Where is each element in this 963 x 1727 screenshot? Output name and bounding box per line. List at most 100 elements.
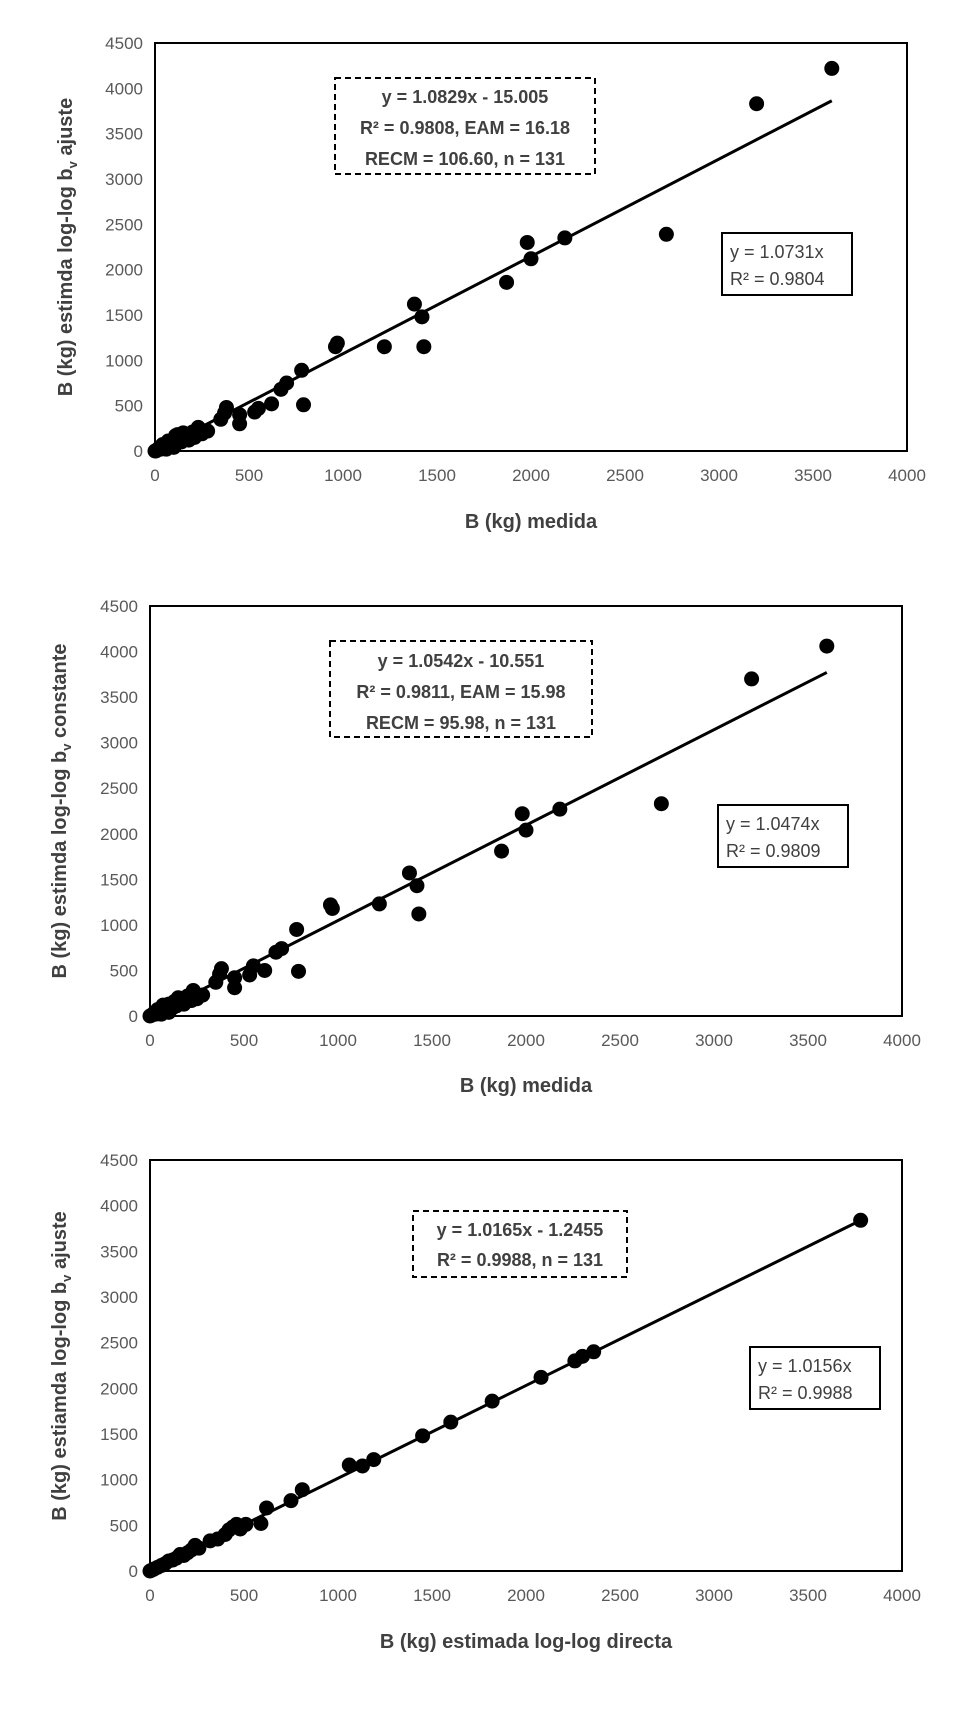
- x-tick-label: 0: [150, 466, 159, 485]
- data-point: [586, 1344, 602, 1360]
- data-point: [653, 796, 669, 812]
- plot-frame: [149, 1159, 903, 1572]
- data-point: [187, 986, 203, 1002]
- dashed-annotation-box: [412, 1210, 628, 1278]
- y-tick-label: 4500: [105, 34, 143, 53]
- data-point: [406, 296, 422, 312]
- data-point: [494, 843, 510, 859]
- y-tick-label: 3000: [100, 734, 138, 753]
- data-point: [354, 1458, 370, 1474]
- trendline: [154, 99, 833, 453]
- x-tick-label: 2500: [601, 1586, 639, 1605]
- x-tick-label: 2000: [512, 466, 550, 485]
- x-tick-label: 1500: [413, 1031, 451, 1050]
- scatter-chart-3: 0 500 1000 1500 2000 2500 3000 3500 4000 4500 0 50…: [49, 1151, 921, 1653]
- y-tick-label: 500: [110, 1516, 138, 1535]
- data-point: [567, 1353, 583, 1369]
- trendline-annotation-line: R² = 0.9804: [730, 269, 825, 289]
- y-tick-label: 2000: [105, 261, 143, 280]
- data-point: [744, 671, 760, 687]
- y-tick-label: 4500: [100, 1151, 138, 1170]
- data-point: [294, 362, 310, 378]
- y-tick-label: 2500: [100, 779, 138, 798]
- trendline-annotation-line: R² = 0.9988: [758, 1383, 853, 1403]
- data-point: [273, 381, 289, 397]
- data-point: [227, 970, 243, 986]
- y-tick-label: 0: [129, 1562, 138, 1581]
- regression-annotation-line: RECM = 106.60, n = 131: [365, 149, 565, 169]
- y-tick-label: 1000: [105, 351, 143, 370]
- x-tick-label: 3500: [789, 1031, 827, 1050]
- y-tick-label: 1000: [100, 1471, 138, 1490]
- data-point: [341, 1457, 357, 1473]
- data-point: [289, 921, 305, 937]
- x-tick-label: 1500: [413, 1586, 451, 1605]
- data-point: [523, 251, 539, 267]
- y-axis-label: B (kg) estimda log-log bv ajuste: [55, 98, 80, 396]
- data-point: [291, 963, 307, 979]
- data-point: [819, 638, 835, 654]
- data-point: [411, 906, 427, 922]
- x-tick-label: 2000: [507, 1031, 545, 1050]
- solid-annotation-box: [749, 1346, 881, 1410]
- regression-annotation-line: y = 1.0165x - 1.2455: [437, 1220, 604, 1240]
- data-point: [253, 1516, 269, 1532]
- x-tick-label: 1500: [418, 466, 456, 485]
- data-point: [415, 1428, 431, 1444]
- y-axis-label: B (kg) estiamda log-log bv ajuste: [49, 1211, 74, 1521]
- data-point: [853, 1212, 869, 1228]
- data-point: [170, 427, 186, 443]
- y-tick-label: 0: [129, 1007, 138, 1026]
- data-point: [518, 822, 534, 838]
- data-point: [401, 865, 417, 881]
- y-tick-label: 4000: [105, 79, 143, 98]
- y-tick-label: 500: [115, 397, 143, 416]
- regression-annotation-line: R² = 0.9811, EAM = 15.98: [356, 682, 565, 702]
- data-point: [519, 234, 535, 250]
- y-tick-label: 1000: [100, 916, 138, 935]
- x-axis-label: B (kg) estimada log-log directa: [380, 1631, 673, 1653]
- x-tick-label: 4000: [883, 1031, 921, 1050]
- x-tick-label: 0: [145, 1586, 154, 1605]
- data-point: [514, 806, 530, 822]
- trendline: [149, 671, 828, 1018]
- x-tick-label: 1000: [319, 1586, 357, 1605]
- data-point: [161, 1004, 177, 1020]
- y-tick-label: 4500: [100, 597, 138, 616]
- regression-annotation-line: R² = 0.9808, EAM = 16.18: [360, 118, 570, 138]
- y-tick-label: 1500: [105, 306, 143, 325]
- trendline-annotation-line: y = 1.0156x: [758, 1356, 852, 1376]
- data-point: [409, 878, 425, 894]
- y-tick-label: 2500: [105, 215, 143, 234]
- data-point: [366, 1452, 382, 1468]
- x-tick-label: 3500: [794, 466, 832, 485]
- y-tick-label: 1500: [100, 1425, 138, 1444]
- x-axis-label: B (kg) medida: [460, 1075, 593, 1097]
- x-tick-label: 2500: [606, 466, 644, 485]
- data-point: [202, 1533, 218, 1549]
- y-tick-label: 2500: [100, 1334, 138, 1353]
- trendline-annotation-line: y = 1.0731x: [730, 242, 824, 262]
- data-point: [208, 974, 224, 990]
- data-point: [371, 896, 387, 912]
- x-tick-label: 3000: [695, 1031, 733, 1050]
- data-point: [658, 226, 674, 242]
- data-point: [250, 400, 266, 416]
- data-point: [264, 396, 280, 412]
- y-tick-label: 4000: [100, 1197, 138, 1216]
- scatter-chart-2: 0 500 1000 1500 2000 2500 3000 3500 4000 4500 0 50…: [49, 597, 921, 1097]
- data-point: [443, 1414, 459, 1430]
- data-point: [322, 897, 338, 913]
- y-tick-label: 1500: [100, 870, 138, 889]
- x-tick-label: 2500: [601, 1031, 639, 1050]
- data-point: [499, 274, 515, 290]
- data-point: [414, 309, 430, 325]
- y-tick-label: 3500: [105, 125, 143, 144]
- x-tick-label: 2000: [507, 1586, 545, 1605]
- data-point: [142, 1563, 158, 1579]
- x-tick-label: 1000: [324, 466, 362, 485]
- data-point: [327, 339, 343, 355]
- data-point: [283, 1493, 299, 1509]
- data-point: [192, 421, 208, 437]
- data-point: [294, 1482, 310, 1498]
